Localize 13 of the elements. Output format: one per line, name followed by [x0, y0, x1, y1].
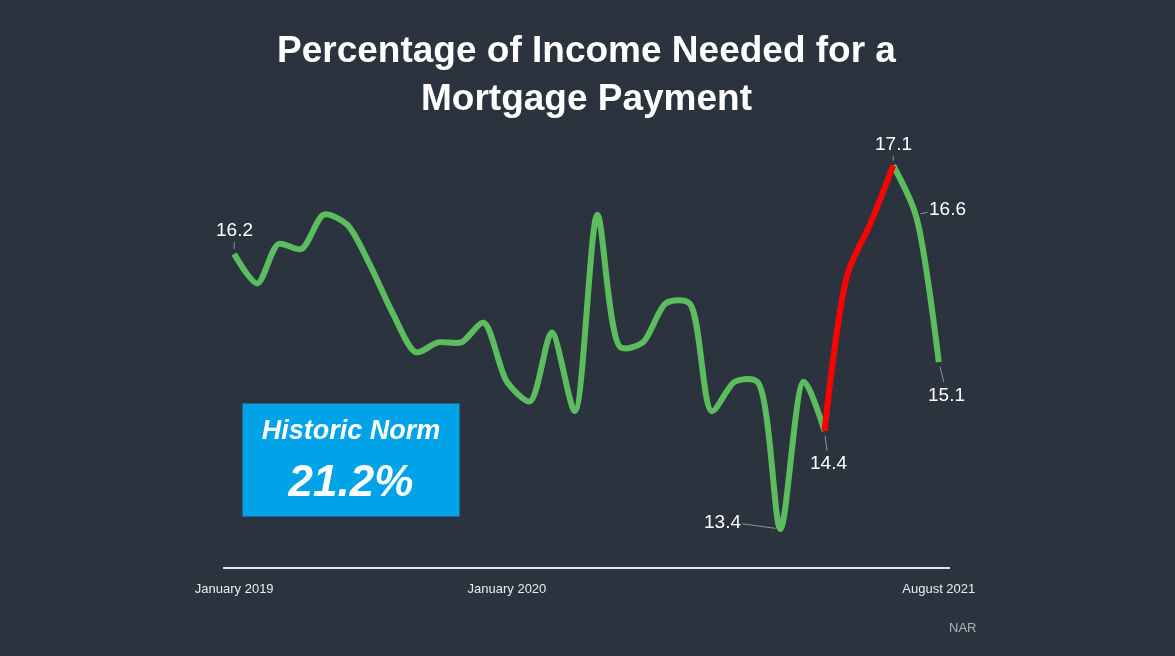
- chart-title: Percentage of Income Needed for a Mortgage Payment: [277, 29, 897, 119]
- data-label: 14.4: [810, 452, 848, 473]
- data-label: 16.2: [216, 219, 253, 240]
- data-label: 16.6: [929, 198, 966, 219]
- data-label: 15.1: [928, 384, 965, 405]
- x-tick-label: January 2019: [194, 580, 274, 596]
- text: NAR: [949, 620, 977, 635]
- x-tick-label: August 2021: [902, 580, 976, 596]
- annotation: Historic Norm: [261, 414, 441, 445]
- x-tick-label: January 2020: [467, 580, 547, 596]
- data-label: 17.1: [875, 133, 912, 154]
- annotation: 21.2%: [287, 456, 414, 506]
- data-label: 13.4: [704, 511, 742, 532]
